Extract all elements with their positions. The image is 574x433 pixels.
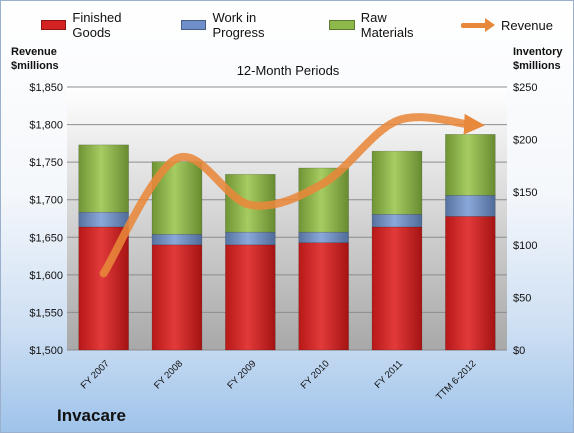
bar-raw-materials: [298, 167, 349, 233]
left-tick-label: $1,750: [29, 157, 63, 169]
right-axis-title: Inventory $millions: [513, 46, 563, 72]
bar-raw-materials: [78, 144, 129, 213]
legend-label: Raw Materials: [360, 10, 414, 40]
bar-work-in-progress: [298, 231, 349, 243]
legend: Finished Goods Work in Progress Raw Mate…: [41, 10, 573, 40]
revenue-arrow-icon: [460, 18, 495, 32]
revenue-line: [99, 113, 485, 278]
finished-goods-swatch: [41, 20, 67, 30]
left-tick-label: $1,800: [29, 120, 63, 132]
bar-raw-materials: [445, 134, 496, 196]
left-tick-label: $1,700: [29, 195, 63, 207]
legend-label: Revenue: [500, 17, 553, 33]
bar-work-in-progress: [445, 195, 496, 217]
left-tick-label: $1,550: [29, 307, 63, 319]
x-tick-label: TTM 6-2012: [434, 358, 478, 402]
bar-work-in-progress: [78, 211, 129, 228]
legend-revenue: Revenue: [460, 15, 553, 35]
bar-finished-goods: [225, 244, 276, 351]
raw-materials-swatch: [329, 20, 355, 30]
chart-subtitle: 12-Month Periods: [236, 63, 340, 78]
x-tick-label: FY 2009: [225, 358, 258, 391]
right-tick-label: $100: [513, 240, 537, 252]
x-tick-label: FY 2007: [79, 358, 112, 391]
right-tick-label: $200: [513, 135, 537, 147]
bar-work-in-progress: [371, 213, 423, 228]
left-tick-label: $1,650: [29, 232, 63, 244]
left-tick-label: $1,850: [29, 82, 63, 94]
bar-finished-goods: [371, 226, 423, 351]
bar-finished-goods: [445, 216, 496, 351]
x-tick-label: FY 2008: [152, 358, 185, 391]
right-tick-label: $150: [513, 187, 537, 199]
plot-area: [67, 87, 507, 350]
right-tick-label: $50: [513, 292, 531, 304]
bar-work-in-progress: [225, 231, 276, 246]
legend-raw-materials: Raw Materials: [329, 10, 441, 40]
x-tick-label: FY 2010: [299, 358, 332, 391]
left-tick-label: $1,600: [29, 270, 63, 282]
legend-label: Work in Progress: [212, 10, 265, 40]
left-axis-title: Revenue $millions: [11, 46, 59, 72]
work-in-progress-swatch: [181, 20, 207, 30]
bar-work-in-progress: [151, 233, 203, 246]
bar-finished-goods: [151, 244, 203, 351]
right-tick-label: $250: [513, 82, 537, 94]
legend-label: Finished Goods: [72, 10, 122, 40]
legend-finished-goods: Finished Goods: [41, 10, 161, 40]
bar-raw-materials: [371, 150, 423, 215]
left-tick-label: $1,500: [29, 345, 63, 357]
x-tick-label: FY 2011: [373, 358, 406, 391]
right-tick-label: $0: [513, 345, 525, 357]
legend-work-in-progress: Work in Progress: [181, 10, 309, 40]
bar-finished-goods: [298, 242, 349, 351]
company-name: Invacare: [57, 406, 126, 425]
